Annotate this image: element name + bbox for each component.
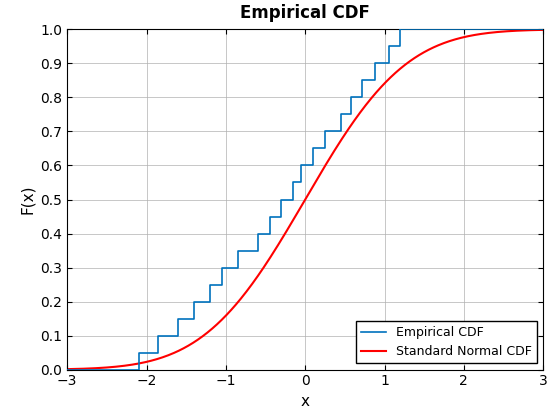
Standard Normal CDF <box>540 27 547 32</box>
Empirical CDF <box>64 367 71 372</box>
Empirical CDF <box>235 248 241 253</box>
Standard Normal CDF <box>347 123 354 129</box>
Empirical CDF <box>136 350 142 355</box>
Standard Normal CDF <box>290 217 297 222</box>
Empirical CDF <box>348 95 354 100</box>
Standard Normal CDF <box>529 28 535 33</box>
Empirical CDF <box>298 163 305 168</box>
Empirical CDF <box>338 112 344 117</box>
X-axis label: x: x <box>301 394 310 409</box>
Empirical CDF <box>290 180 297 185</box>
Empirical CDF <box>155 333 162 338</box>
Standard Normal CDF <box>454 36 461 41</box>
Line: Standard Normal CDF: Standard Normal CDF <box>67 30 543 369</box>
Empirical CDF <box>175 316 181 321</box>
Empirical CDF <box>278 197 284 202</box>
Empirical CDF <box>397 27 404 32</box>
Empirical CDF <box>372 61 379 66</box>
Standard Normal CDF <box>293 213 300 218</box>
Empirical CDF <box>207 282 213 287</box>
Line: Empirical CDF: Empirical CDF <box>67 29 400 370</box>
Empirical CDF <box>266 214 273 219</box>
Empirical CDF <box>218 265 225 270</box>
Empirical CDF <box>385 44 392 49</box>
Standard Normal CDF <box>321 164 328 169</box>
Empirical CDF <box>359 78 366 83</box>
Empirical CDF <box>321 129 328 134</box>
Legend: Empirical CDF, Standard Normal CDF: Empirical CDF, Standard Normal CDF <box>356 321 537 363</box>
Empirical CDF <box>254 231 261 236</box>
Standard Normal CDF <box>64 367 71 372</box>
Title: Empirical CDF: Empirical CDF <box>240 4 370 22</box>
Empirical CDF <box>310 146 316 151</box>
Y-axis label: F(x): F(x) <box>20 185 35 214</box>
Empirical CDF <box>191 299 198 304</box>
